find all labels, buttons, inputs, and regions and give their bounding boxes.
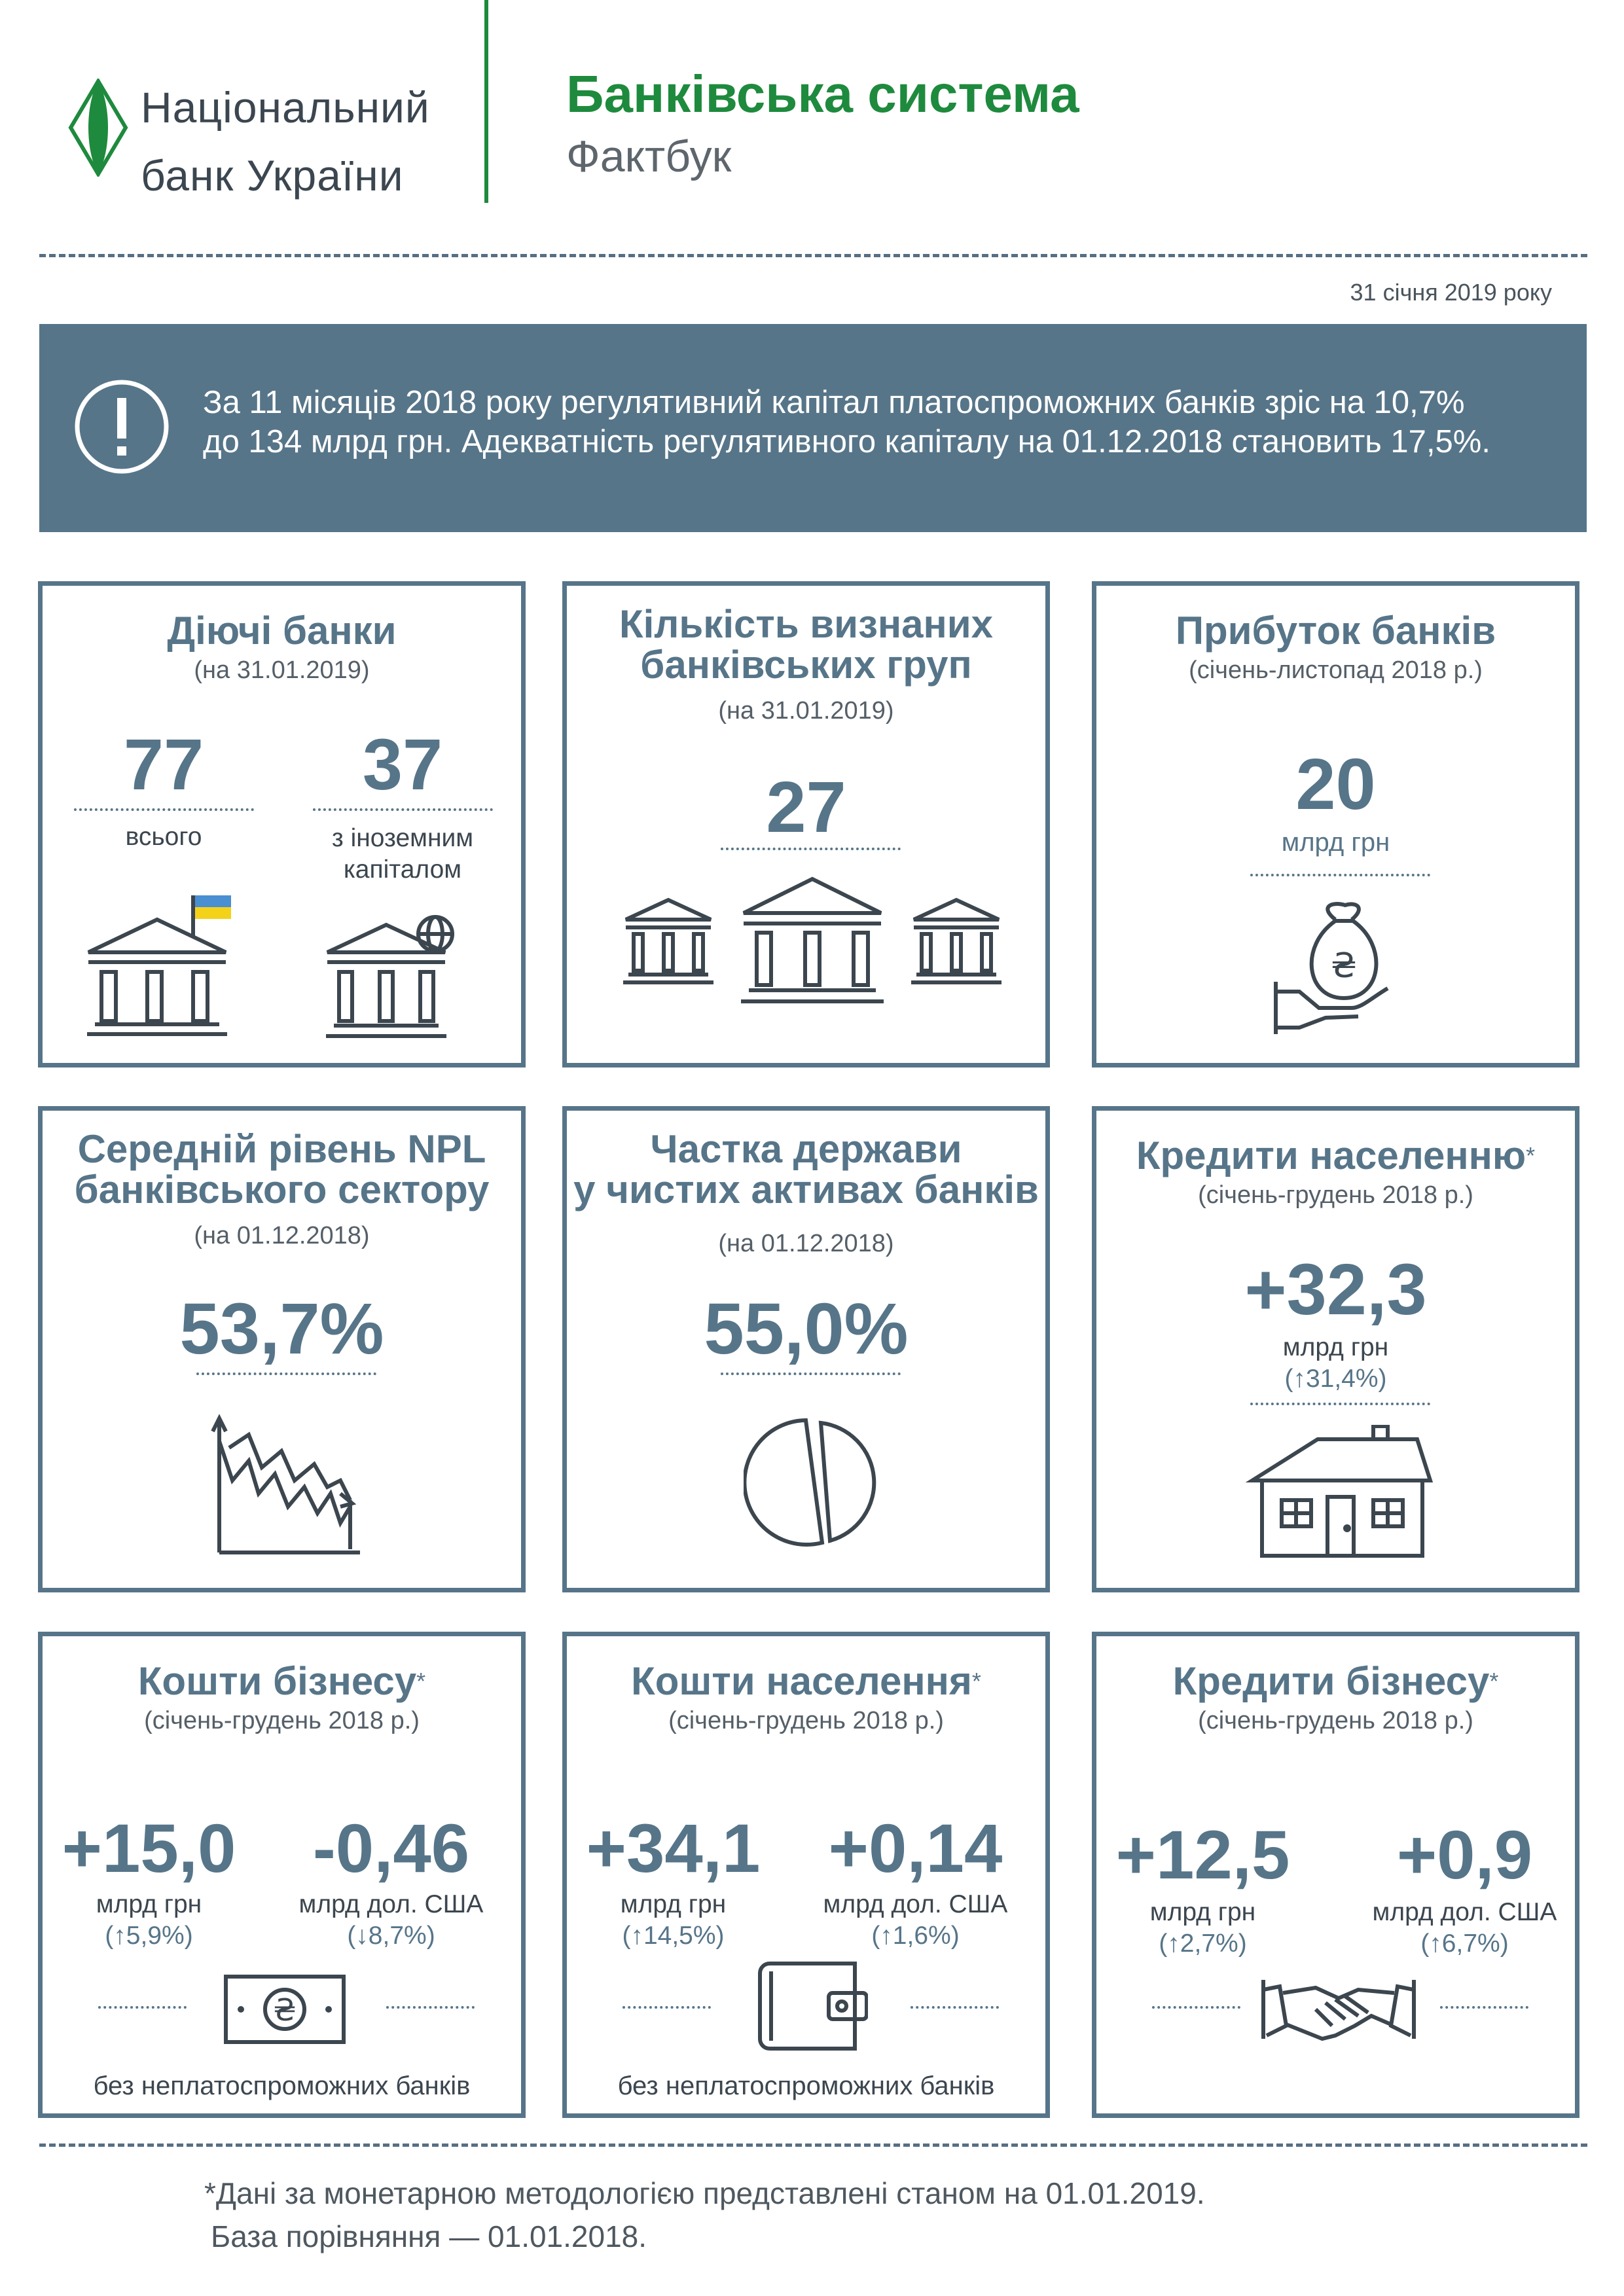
card-title: Частка держави у чистих активах банків	[573, 1127, 1039, 1211]
total-banks-label: всього	[125, 823, 202, 851]
household-funds-uah-change: (↑14,5%)	[622, 1922, 725, 1950]
bottom-divider	[39, 2144, 1587, 2147]
dotted-rule	[74, 808, 254, 811]
business-funds-uah-unit: млрд грн	[96, 1890, 202, 1918]
dotted-rule	[98, 2006, 187, 2009]
profit-value: 20	[1295, 744, 1376, 825]
dotted-rule	[721, 848, 901, 850]
npl-value: 53,7%	[179, 1289, 384, 1369]
business-loans-usd-change: (↑6,7%)	[1420, 1929, 1509, 1958]
money-bag-hand-icon: ₴	[1274, 902, 1389, 1034]
page-title: Банківська система	[566, 65, 1079, 123]
dotted-rule	[196, 1372, 376, 1375]
dotted-rule	[1152, 2006, 1240, 2009]
business-loans-usd-value: +0,9	[1396, 1817, 1533, 1893]
business-funds-uah-change: (↑5,9%)	[105, 1922, 193, 1950]
business-loans-uah-value: +12,5	[1115, 1817, 1290, 1893]
total-banks-value: 77	[123, 725, 204, 805]
dotted-rule	[911, 2006, 999, 2009]
business-funds-note: без неплатоспроможних банків	[93, 2072, 471, 2100]
business-funds-usd-unit: млрд дол. США	[298, 1890, 484, 1918]
dotted-rule	[1440, 2006, 1528, 2009]
house-icon	[1246, 1425, 1434, 1558]
page-subtitle: Фактбук	[566, 132, 732, 181]
business-funds-usd-value: -0,46	[312, 1810, 470, 1887]
dotted-rule	[386, 2006, 475, 2009]
card-period: (січень-грудень 2018 р.)	[1198, 1707, 1473, 1734]
card-period: (на 01.12.2018)	[718, 1230, 894, 1257]
card-title: Прибуток банків	[1175, 609, 1496, 653]
card-business-loans: Кредити бізнесу* (січень-грудень 2018 р.…	[1092, 1632, 1579, 2118]
report-date: 31 січня 2019 року	[1350, 279, 1552, 306]
card-household-funds: Кошти населення* (січень-грудень 2018 р.…	[562, 1632, 1050, 2118]
card-title: Кошти населення*	[631, 1659, 981, 1703]
decline-chart-icon	[211, 1414, 360, 1554]
footnote: *Дані за монетарною методологією предста…	[204, 2176, 1205, 2253]
card-title: Кошти бізнесу*	[137, 1659, 426, 1703]
dotted-rule	[1250, 1403, 1430, 1405]
banknote-icon: ₴	[224, 1975, 346, 2044]
handshake-icon	[1261, 1980, 1416, 2041]
business-funds-uah-value: +15,0	[62, 1810, 236, 1887]
card-title: Середній рівень NPL банківського сектору	[74, 1127, 490, 1211]
card-period: (січень-листопад 2018 р.)	[1189, 656, 1483, 684]
card-period: (січень-грудень 2018 р.)	[144, 1707, 420, 1734]
highlight-banner	[39, 324, 1587, 532]
dotted-rule	[1250, 874, 1430, 876]
bank-flag-icon	[87, 895, 231, 1036]
card-business-funds: Кошти бізнесу* (січень-грудень 2018 р.) …	[38, 1632, 526, 2118]
card-title: Кількість визнаних банківських груп	[619, 602, 993, 687]
header-divider	[484, 0, 488, 203]
card-profit: Прибуток банків (січень-листопад 2018 р.…	[1092, 581, 1579, 1067]
card-npl: Середній рівень NPL банківського сектору …	[38, 1106, 526, 1592]
business-loans-uah-change: (↑2,7%)	[1159, 1929, 1247, 1958]
wallet-icon	[758, 1962, 868, 2051]
nbu-logo-icon	[68, 79, 128, 177]
household-loans-value: +32,3	[1244, 1249, 1427, 1330]
svg-text:₴: ₴	[1331, 946, 1357, 986]
dotted-rule	[313, 808, 493, 811]
bank-group-icon	[623, 876, 1001, 1003]
card-active-banks: Діючі банки (на 31.01.2019) 77 37 всього…	[38, 581, 526, 1067]
card-title: Діючі банки	[167, 609, 397, 653]
household-funds-uah-unit: млрд грн	[620, 1890, 727, 1918]
household-funds-usd-unit: млрд дол. США	[823, 1890, 1008, 1918]
business-loans-uah-unit: млрд грн	[1149, 1898, 1256, 1926]
household-funds-usd-change: (↑1,6%)	[871, 1922, 960, 1950]
dotted-rule	[721, 1372, 901, 1375]
foreign-banks-label: з іноземним капіталом	[331, 824, 474, 884]
household-loans-change: (↑31,4%)	[1284, 1365, 1387, 1393]
household-funds-uah-value: +34,1	[586, 1810, 761, 1887]
exclamation-icon	[75, 380, 169, 474]
card-household-loans: Кредити населенню* (січень-грудень 2018 …	[1092, 1106, 1579, 1592]
dotted-rule	[623, 2006, 711, 2009]
card-period: (на 31.01.2019)	[194, 656, 370, 684]
business-funds-usd-change: (↓8,7%)	[347, 1922, 435, 1950]
foreign-banks-value: 37	[362, 725, 443, 805]
bank-globe-icon	[326, 915, 454, 1038]
household-loans-unit: млрд грн	[1282, 1333, 1389, 1361]
card-period: (січень-грудень 2018 р.)	[1198, 1181, 1473, 1209]
org-name: Національний банк України	[141, 83, 430, 200]
svg-text:₴: ₴	[273, 1992, 297, 2028]
card-period: (січень-грудень 2018 р.)	[668, 1707, 944, 1734]
household-funds-note: без неплатоспроможних банків	[617, 2072, 995, 2100]
household-funds-usd-value: +0,14	[828, 1810, 1003, 1887]
profit-unit: млрд грн	[1281, 828, 1390, 857]
bank-groups-value: 27	[766, 767, 846, 848]
card-bank-groups: Кількість визнаних банківських груп (на 3…	[562, 581, 1050, 1067]
card-title: Кредити бізнесу*	[1172, 1659, 1499, 1703]
banner-text: За 11 місяців 2018 року регулятивний кап…	[203, 385, 1490, 459]
pie-chart-icon	[744, 1418, 876, 1547]
card-state-share: Частка держави у чистих активах банків (н…	[562, 1106, 1050, 1592]
business-loans-usd-unit: млрд дол. США	[1372, 1898, 1557, 1926]
state-share-value: 55,0%	[704, 1289, 909, 1369]
card-title: Кредити населенню*	[1136, 1134, 1536, 1177]
card-period: (на 31.01.2019)	[718, 697, 894, 725]
card-period: (на 01.12.2018)	[194, 1222, 370, 1249]
top-divider	[39, 254, 1587, 257]
